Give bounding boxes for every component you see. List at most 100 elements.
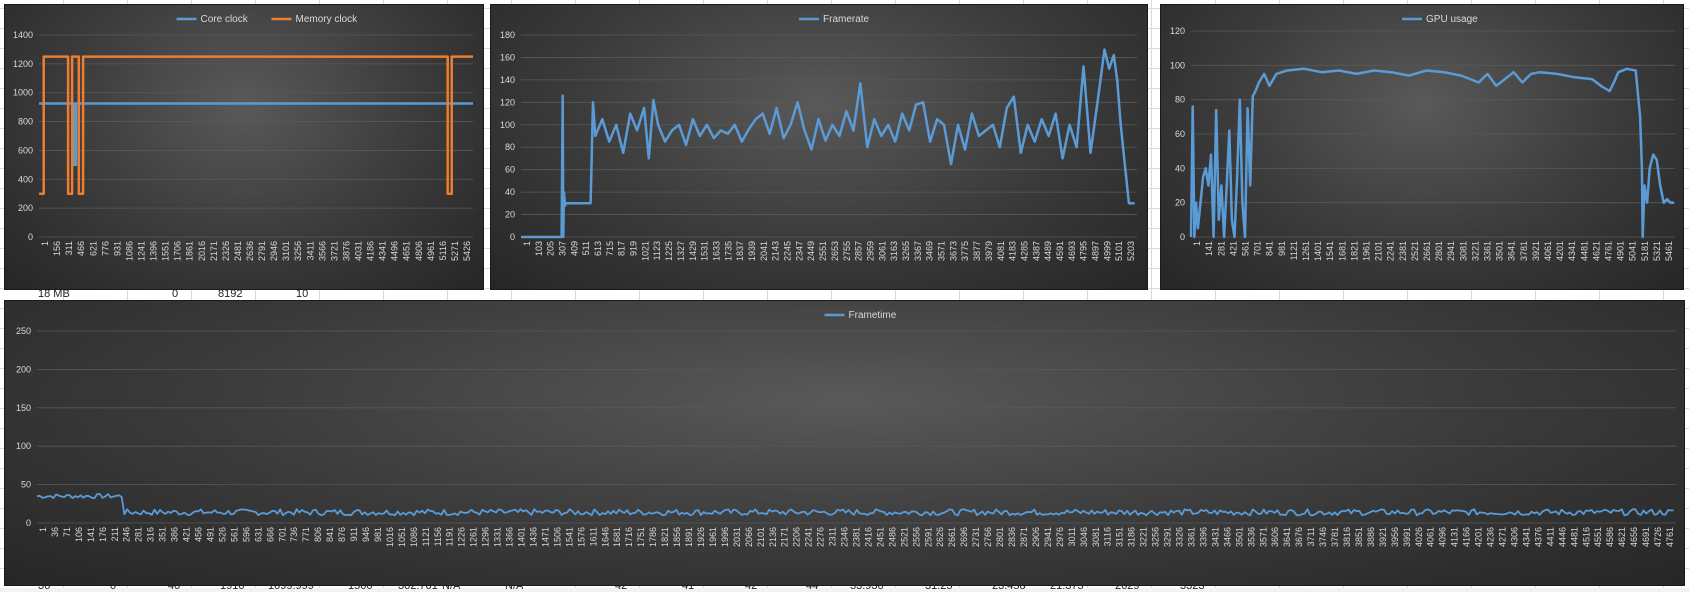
legend-label: GPU usage (1426, 14, 1478, 25)
x-tick-label: 466 (76, 241, 86, 256)
x-tick-label: 2206 (792, 527, 802, 547)
x-tick-label: 4621 (1591, 241, 1601, 261)
x-tick-label: 1611 (588, 527, 598, 546)
x-tick-label: 4691 (1641, 527, 1651, 547)
x-tick-label: 307 (557, 241, 567, 256)
x-tick-label: 3396 (1198, 527, 1208, 547)
x-tick-label: 3081 (1458, 241, 1468, 261)
x-tick-label: 311 (64, 241, 74, 255)
x-tick-label: 3775 (960, 241, 970, 261)
x-tick-label: 526 (217, 527, 227, 542)
y-tick-label: 100 (16, 441, 31, 451)
x-tick-label: 3326 (1175, 527, 1185, 547)
sheet-cell[interactable]: 8192 (218, 288, 243, 300)
x-tick-label: 3781 (1330, 527, 1340, 547)
series-line[interactable] (39, 55, 473, 195)
x-tick-label: 3921 (1378, 527, 1388, 547)
x-tick-label: 4166 (1462, 527, 1472, 547)
x-tick-label: 1961 (1361, 241, 1371, 261)
x-tick-label: 3536 (1246, 527, 1256, 547)
x-tick-label: 1401 (517, 527, 527, 547)
x-tick-label: 3991 (1402, 527, 1412, 547)
x-tick-label: 2241 (804, 527, 814, 547)
x-tick-label: 3469 (925, 241, 935, 261)
x-tick-label: 841 (1265, 241, 1275, 256)
sheet-cell[interactable]: 0 (110, 580, 117, 592)
sheet-cell[interactable]: 0 (172, 288, 179, 300)
x-tick-label: 2959 (865, 241, 875, 261)
x-tick-label: 211 (110, 527, 120, 541)
frametime-chart[interactable]: 0 50 100 150 200 250 1 36 71 106 141 176 211 246 281 31… (4, 300, 1685, 586)
y-tick-label: 100 (1170, 60, 1185, 70)
x-tick-label: 806 (313, 527, 323, 542)
x-tick-label: 1123 (652, 241, 662, 260)
x-tick-label: 1506 (552, 527, 562, 547)
x-tick-label: 1681 (1337, 241, 1347, 261)
x-tick-label: 106 (74, 527, 84, 542)
gpu-usage-chart[interactable]: 0 20 40 60 80 100 120 1 141 281 421 561 701 841 981 112… (1160, 4, 1684, 290)
x-tick-label: 3291 (1163, 527, 1173, 547)
x-tick-label: 4061 (1543, 241, 1553, 261)
x-tick-label: 2481 (233, 241, 243, 261)
x-tick-label: 1396 (149, 241, 159, 261)
x-tick-label: 1241 (136, 241, 146, 261)
y-tick-label: 0 (1180, 232, 1185, 242)
framerate-chart[interactable]: 0 20 40 60 80 100 120 140 160 180 1 103 205 307 409 511… (490, 4, 1148, 290)
clock-chart[interactable]: 0 200 400 600 800 1000 1200 1400 1 156 311 466 621 77… (4, 4, 484, 290)
x-tick-label: 4693 (1067, 241, 1077, 261)
y-tick-label: 80 (505, 142, 515, 152)
x-tick-label: 4031 (353, 241, 363, 261)
x-tick-label: 1541 (564, 527, 574, 547)
x-tick-label: 2626 (935, 527, 945, 547)
x-tick-label: 511 (581, 241, 591, 255)
x-tick-label: 3641 (1282, 527, 1292, 547)
x-tick-label: 4806 (414, 241, 424, 261)
x-tick-label: 1226 (457, 527, 467, 547)
x-tick-label: 2311 (828, 527, 838, 546)
x-tick-label: 3466 (1222, 527, 1232, 547)
x-tick-label: 1429 (688, 241, 698, 261)
x-tick-label: 1156 (433, 527, 443, 546)
x-tick-label: 4411 (1545, 527, 1555, 546)
sheet-cell[interactable]: 18 MB (38, 288, 70, 300)
x-tick-label: 176 (98, 527, 108, 542)
series-line[interactable] (36, 493, 1674, 517)
legend-label: Framerate (823, 14, 870, 25)
x-tick-label: 4306 (1509, 527, 1519, 547)
x-tick-label: 2101 (756, 527, 766, 547)
x-tick-label: 316 (146, 527, 156, 542)
x-tick-label: 2857 (854, 241, 864, 261)
sheet-cell[interactable]: 10 (296, 288, 309, 300)
x-tick-label: 2347 (794, 241, 804, 261)
x-tick-label: 1633 (711, 241, 721, 261)
x-tick-label: 1891 (684, 527, 694, 547)
series-line[interactable] (1189, 67, 1675, 239)
x-tick-label: 981 (373, 527, 383, 542)
x-tick-label: 141 (1204, 241, 1214, 256)
x-tick-label: 3746 (1318, 527, 1328, 547)
x-tick-label: 4586 (1605, 527, 1615, 547)
y-tick-label: 800 (18, 117, 33, 127)
x-tick-label: 2416 (863, 527, 873, 547)
y-tick-label: 400 (18, 174, 33, 184)
x-tick-label: 2381 (852, 527, 862, 547)
chart-svg: 0 200 400 600 800 1000 1200 1400 1 156 311 466 621 77… (13, 14, 473, 261)
x-tick-label: 3431 (1210, 527, 1220, 547)
x-tick-label: 2755 (842, 241, 852, 261)
x-tick-label: 4897 (1091, 241, 1101, 261)
x-tick-label: 2906 (1031, 527, 1041, 547)
x-tick-label: 561 (1240, 241, 1250, 256)
x-tick-label: 1121 (421, 527, 431, 546)
series-line[interactable] (39, 102, 473, 167)
y-tick-label: 140 (500, 75, 515, 85)
x-tick-label: 3011 (1067, 527, 1077, 546)
x-tick-label: 2791 (257, 241, 267, 261)
x-tick-label: 2556 (911, 527, 921, 547)
x-tick-label: 1541 (1325, 241, 1335, 261)
x-tick-label: 386 (170, 527, 180, 542)
x-tick-label: 3221 (1470, 241, 1480, 261)
x-tick-label: 1225 (664, 241, 674, 261)
y-tick-label: 1000 (13, 88, 33, 98)
series-line[interactable] (521, 48, 1135, 239)
